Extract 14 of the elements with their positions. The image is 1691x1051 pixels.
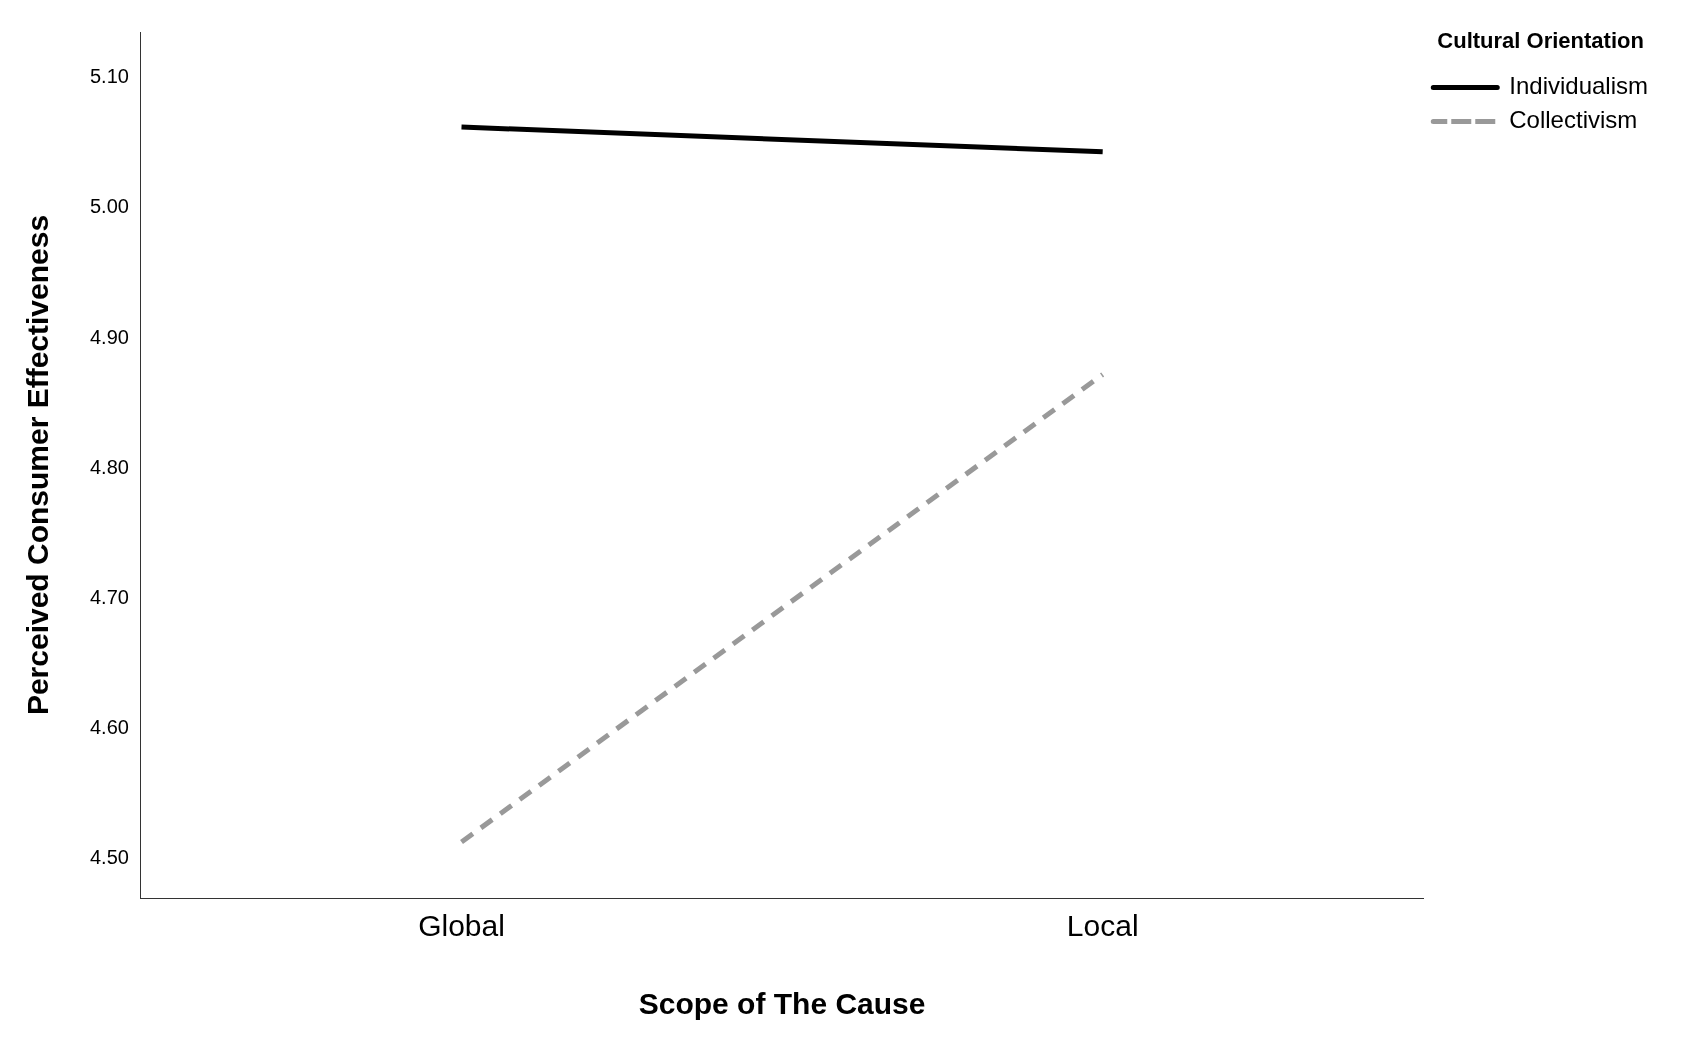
- x-axis-title: Scope of The Cause: [638, 987, 926, 1021]
- y-tick-label: 5.10: [89, 65, 129, 88]
- y-tick-label: 4.70: [89, 586, 129, 608]
- x-tick-label: Local: [1066, 909, 1139, 943]
- y-tick-label: 4.50: [89, 846, 129, 869]
- legend-label: Individualism: [1509, 72, 1649, 100]
- y-tick-label: 4.60: [89, 716, 129, 739]
- legend-label: Collectivism: [1509, 106, 1638, 134]
- x-tick-label: Global: [418, 909, 505, 943]
- y-tick-label: 4.80: [89, 455, 129, 478]
- y-tick-label: 4.90: [89, 325, 129, 348]
- legend-title: Cultural Orientation: [1437, 28, 1644, 54]
- y-tick-label: 5.00: [89, 195, 129, 218]
- y-axis-title: Perceived Consumer Effectiveness: [21, 214, 55, 716]
